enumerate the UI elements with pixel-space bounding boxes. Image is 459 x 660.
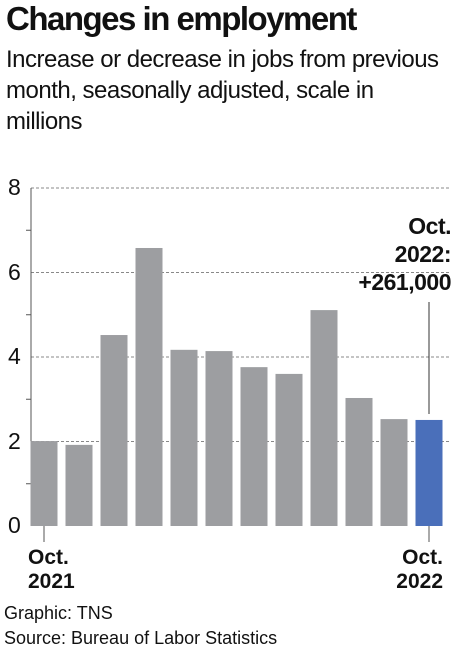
bar xyxy=(135,247,163,526)
annotation: Oct. 2022: +261,000 xyxy=(358,213,451,295)
bar xyxy=(65,444,93,526)
y-tick-label: 8 xyxy=(8,174,21,200)
x-tick-label: Oct. 2022 xyxy=(396,546,443,593)
y-tick-label: 2 xyxy=(8,427,21,454)
bar xyxy=(240,367,268,526)
bar xyxy=(380,419,408,526)
chart-title: Changes in employment xyxy=(6,0,357,37)
bar xyxy=(415,419,443,526)
bar xyxy=(345,397,373,526)
bar xyxy=(30,441,58,526)
y-tick-label: 0 xyxy=(8,512,21,538)
chart-subtitle: Increase or decrease in jobs from previo… xyxy=(6,46,439,135)
credit: Graphic: TNS xyxy=(4,603,113,623)
bar xyxy=(310,310,338,526)
y-tick-label: 6 xyxy=(8,258,21,285)
bar xyxy=(275,373,303,526)
bar xyxy=(205,351,233,526)
bar xyxy=(100,335,128,526)
x-tick-label: Oct. 2021 xyxy=(28,546,75,593)
bar xyxy=(170,349,198,526)
y-tick-label: 4 xyxy=(8,343,21,369)
source: Source: Bureau of Labor Statistics xyxy=(4,628,278,648)
